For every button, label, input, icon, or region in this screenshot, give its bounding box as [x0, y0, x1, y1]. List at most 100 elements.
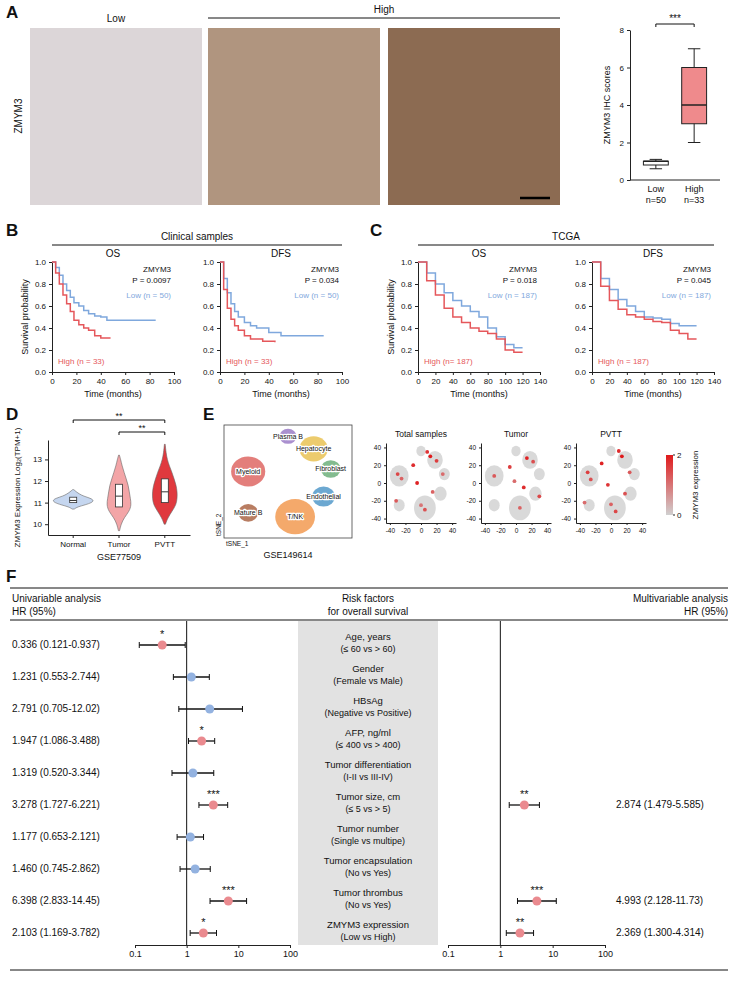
axis: -40-2002040: [481, 523, 552, 534]
cell-cluster: [231, 456, 265, 486]
tick-label: 40: [449, 377, 458, 386]
error-cap: [246, 898, 247, 904]
tick-label: 0.4: [203, 324, 215, 333]
tick-label: 0.0: [575, 368, 587, 377]
tick: 100: [499, 372, 513, 386]
annotation: P = 0.045: [677, 276, 712, 285]
tick: 0.0: [401, 368, 418, 377]
survival-line: [418, 262, 523, 348]
axis-line: [630, 180, 720, 181]
panel-letter: F: [6, 567, 16, 586]
error-cap: [171, 770, 172, 776]
header: HR (95%): [684, 606, 728, 617]
tick-label: 0.4: [401, 324, 413, 333]
factor-label: HBsAg: [353, 695, 383, 706]
plot-title: PVTT: [600, 429, 622, 439]
tick-label: -40: [576, 527, 586, 534]
annotation: P = 0.0097: [132, 276, 171, 285]
tick-mark: [574, 501, 576, 502]
tick: 20: [528, 523, 536, 534]
tick-label: 1: [498, 949, 503, 959]
tick: 11: [34, 499, 48, 508]
tick: -40: [372, 515, 386, 522]
tick: 40: [564, 444, 576, 451]
tick: 140: [534, 372, 548, 386]
axis: 020406080100: [218, 372, 349, 386]
cell-point: [435, 459, 439, 463]
hr-point: [187, 673, 196, 682]
tick-mark: [627, 68, 630, 69]
tick: 1.0: [35, 258, 52, 267]
tick-label: 40: [564, 444, 572, 451]
tick-label: 20: [431, 377, 440, 386]
cell-point: [423, 508, 427, 512]
axis-title: ZMYM3 Expression Log₂(TPM+1): [13, 427, 22, 547]
value-label: 1.319 (0.520-3.344): [12, 767, 100, 778]
tick-mark: [217, 372, 220, 373]
tick: 0.4: [35, 324, 52, 333]
cell-cluster-bg: [427, 451, 443, 469]
tick-label: -20: [467, 497, 477, 504]
axis: 020406080100120140: [416, 372, 547, 386]
error-cap: [517, 898, 518, 904]
axis: -40-2002040: [562, 444, 577, 524]
tick: 0.4: [401, 324, 418, 333]
survival-line: [220, 262, 275, 342]
comparison-label: (≤ 60 vs > 60): [340, 644, 395, 654]
axis-title: ZMYM3 IHC scores: [602, 65, 612, 144]
tick-label: 60: [121, 377, 130, 386]
significance: *: [199, 724, 204, 736]
axis-title: Time (months): [252, 389, 310, 399]
tick-mark: [627, 105, 630, 106]
error-cap: [139, 642, 140, 648]
axis-line: [419, 372, 541, 373]
plot-marks: [139, 641, 246, 938]
tick: 60: [640, 372, 649, 386]
tick: 120: [690, 372, 704, 386]
tick-label: 0.2: [203, 346, 215, 355]
tick-label: 0.4: [35, 324, 47, 333]
cell-point: [623, 492, 627, 496]
hr-point: [520, 801, 529, 810]
median: [643, 161, 668, 163]
tick-mark: [627, 372, 628, 375]
axis: 0.1110100: [442, 945, 613, 959]
tick-mark: [135, 945, 136, 948]
series-label: Low (n = 187): [662, 291, 711, 300]
significance: ***: [207, 788, 221, 800]
tick: 0: [420, 523, 424, 534]
tick: 0.1: [442, 945, 455, 959]
error-cap: [177, 834, 178, 840]
cell-point: [522, 486, 526, 490]
error-cap: [173, 674, 174, 680]
tick-label: 0.8: [203, 280, 215, 289]
tick-label: 60: [640, 377, 649, 386]
tick-mark: [627, 143, 630, 144]
group-header: Clinical samples: [161, 231, 233, 242]
rule: [10, 620, 728, 621]
tick: -40: [562, 515, 576, 522]
whisker-cap: [650, 168, 662, 169]
annotation: ZMYM3: [509, 265, 538, 274]
series-label: High (n = 187): [598, 357, 649, 366]
rule: [10, 588, 728, 589]
series-label: Low (n = 187): [488, 291, 537, 300]
tick-label: 40: [639, 527, 647, 534]
hr-point: [515, 929, 524, 938]
tick-label: 40: [449, 527, 457, 534]
rule: [10, 970, 728, 971]
tick-mark: [45, 503, 48, 504]
cell-cluster-bg: [617, 451, 633, 469]
plot-marks: [580, 446, 640, 521]
tick: 100: [168, 372, 182, 386]
tick-label: 0.6: [401, 302, 413, 311]
tick: 8: [620, 26, 630, 35]
axis-title: tSNE_2: [215, 513, 223, 536]
factor-label: Tumor size, cm: [336, 791, 401, 802]
box: [161, 479, 168, 503]
tick-mark: [238, 945, 239, 948]
tick: 80: [658, 372, 667, 386]
factor-label: Tumor number: [337, 823, 399, 834]
error-cap: [210, 898, 211, 904]
tick-mark: [49, 328, 52, 329]
